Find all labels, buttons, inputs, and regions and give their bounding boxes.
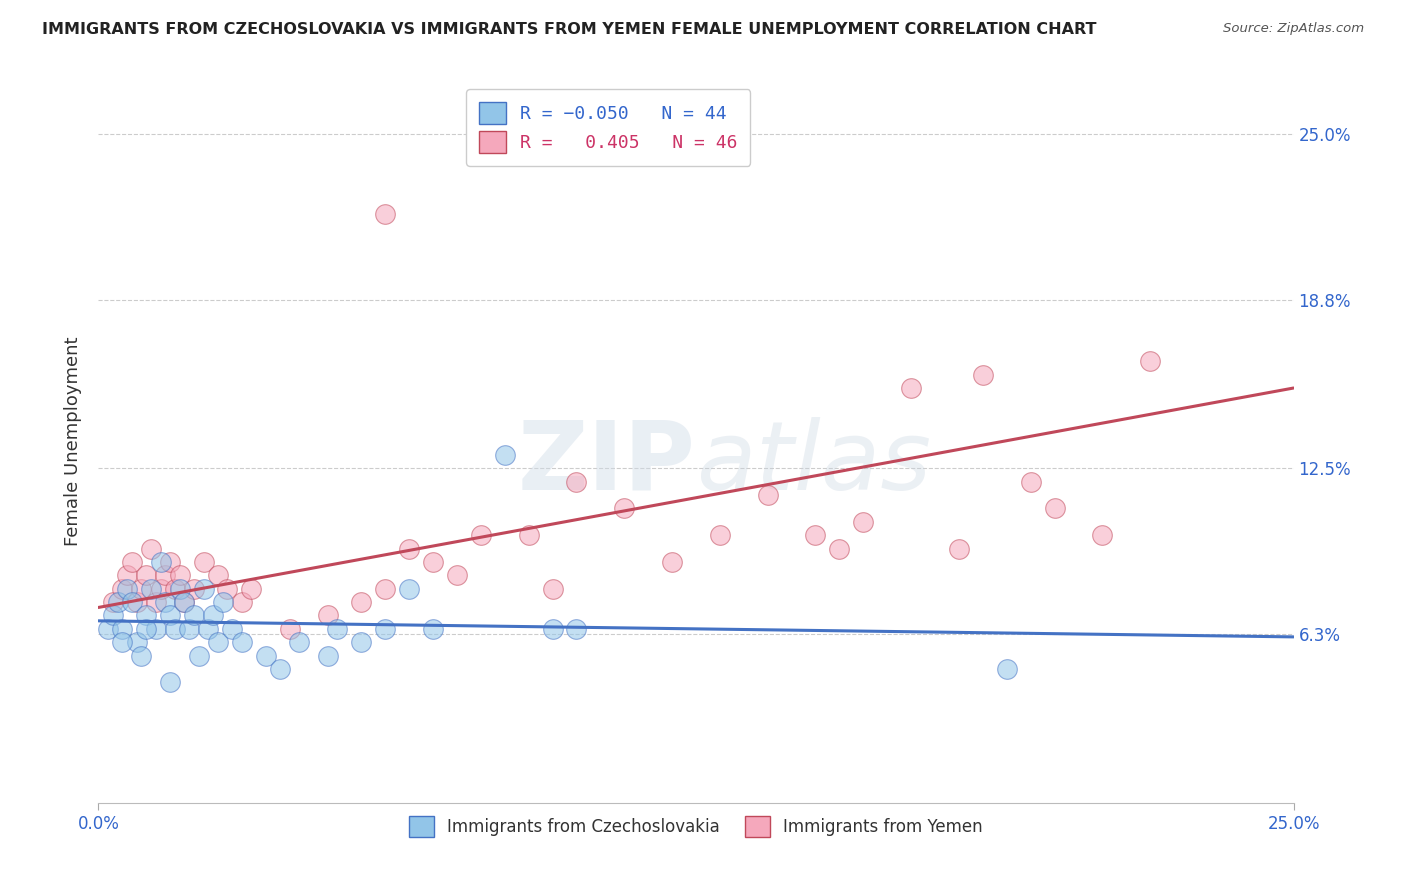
Point [316, 648, 339, 663]
Point [661, 555, 683, 569]
Point [135, 568, 157, 582]
Point [709, 528, 731, 542]
Point [852, 515, 875, 529]
Point [135, 622, 157, 636]
Point [422, 622, 444, 636]
Point [804, 528, 827, 542]
Point [613, 501, 636, 516]
Point [145, 622, 167, 636]
Point [494, 448, 516, 462]
Point [995, 662, 1018, 676]
Point [107, 595, 129, 609]
Point [111, 635, 134, 649]
Point [202, 608, 225, 623]
Point [972, 368, 994, 382]
Point [948, 541, 970, 556]
Point [173, 595, 195, 609]
Text: ZIP: ZIP [517, 417, 696, 509]
Point [269, 662, 291, 676]
Point [541, 622, 564, 636]
Point [159, 608, 181, 623]
Point [101, 595, 124, 609]
Text: atlas: atlas [696, 417, 931, 509]
Point [828, 541, 851, 556]
Point [231, 635, 253, 649]
Point [125, 635, 148, 649]
Point [115, 582, 138, 596]
Point [278, 622, 301, 636]
Point [1139, 354, 1161, 368]
Point [350, 635, 373, 649]
Y-axis label: Female Unemployment: Female Unemployment [63, 337, 82, 546]
Point [288, 635, 311, 649]
Point [470, 528, 492, 542]
Point [115, 568, 138, 582]
Point [1091, 528, 1114, 542]
Point [207, 635, 229, 649]
Point [183, 608, 205, 623]
Point [221, 622, 243, 636]
Point [135, 608, 157, 623]
Point [179, 622, 201, 636]
Point [145, 595, 167, 609]
Point [254, 648, 277, 663]
Point [125, 595, 148, 609]
Point [326, 622, 349, 636]
Point [207, 568, 229, 582]
Point [183, 582, 205, 596]
Point [131, 582, 153, 596]
Text: Source: ZipAtlas.com: Source: ZipAtlas.com [1223, 22, 1364, 36]
Point [350, 595, 373, 609]
Point [121, 595, 143, 609]
Point [565, 475, 588, 489]
Point [159, 675, 181, 690]
Point [1019, 475, 1042, 489]
Point [446, 568, 468, 582]
Point [193, 555, 215, 569]
Point [155, 568, 177, 582]
Point [149, 555, 172, 569]
Text: IMMIGRANTS FROM CZECHOSLOVAKIA VS IMMIGRANTS FROM YEMEN FEMALE UNEMPLOYMENT CORR: IMMIGRANTS FROM CZECHOSLOVAKIA VS IMMIGR… [42, 22, 1097, 37]
Point [149, 582, 172, 596]
Point [231, 595, 253, 609]
Point [197, 622, 219, 636]
Point [163, 622, 186, 636]
Point [131, 648, 153, 663]
Point [900, 381, 922, 395]
Point [422, 555, 444, 569]
Point [541, 582, 564, 596]
Point [374, 622, 396, 636]
Point [374, 582, 396, 596]
Point [139, 541, 162, 556]
Point [517, 528, 540, 542]
Point [565, 622, 588, 636]
Point [756, 488, 779, 502]
Point [211, 595, 233, 609]
Point [139, 582, 162, 596]
Point [1043, 501, 1066, 516]
Point [374, 207, 396, 221]
Point [111, 582, 134, 596]
Point [159, 555, 181, 569]
Point [187, 648, 209, 663]
Point [97, 622, 120, 636]
Point [173, 595, 195, 609]
Point [240, 582, 263, 596]
Point [121, 555, 143, 569]
Point [316, 608, 339, 623]
Point [193, 582, 215, 596]
Point [111, 622, 134, 636]
Point [217, 582, 239, 596]
Point [169, 568, 191, 582]
Point [169, 582, 191, 596]
Point [398, 541, 420, 556]
Point [163, 582, 186, 596]
Point [155, 595, 177, 609]
Point [101, 608, 124, 623]
Point [398, 582, 420, 596]
Legend: Immigrants from Czechoslovakia, Immigrants from Yemen: Immigrants from Czechoslovakia, Immigran… [401, 808, 991, 845]
